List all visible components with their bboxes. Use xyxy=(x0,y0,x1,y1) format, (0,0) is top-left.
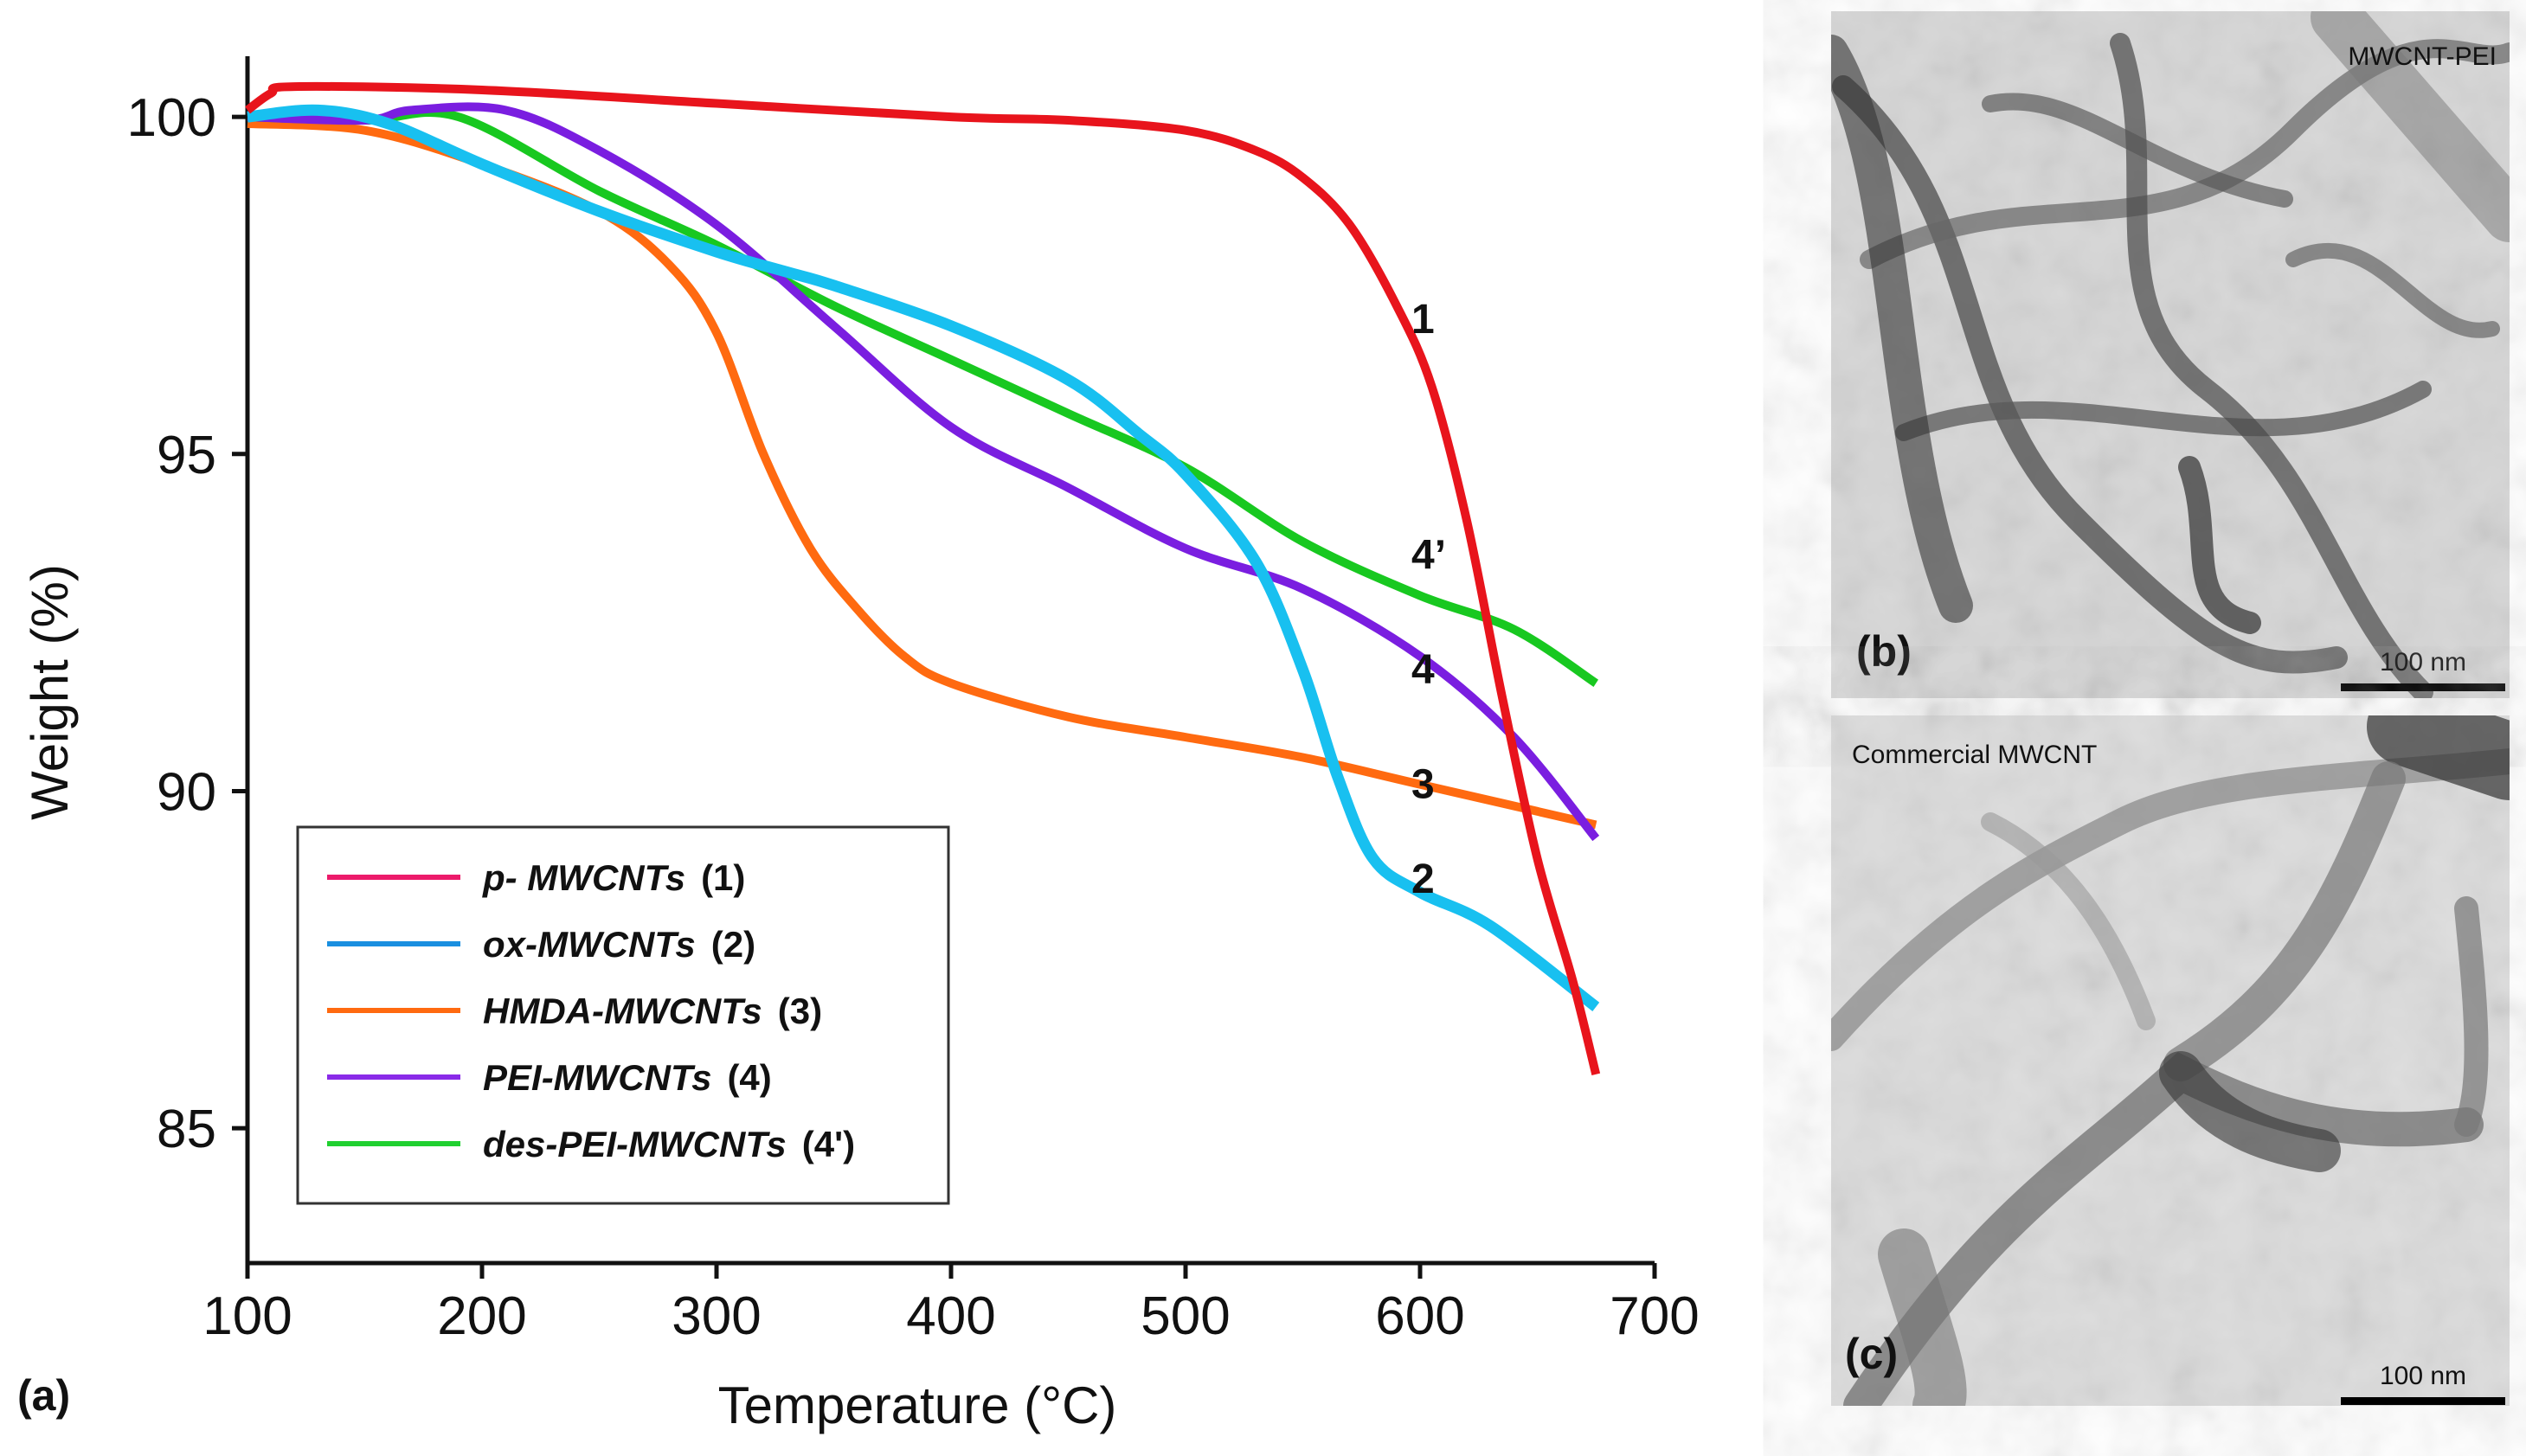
panel-label-b: (b) xyxy=(1856,627,1912,676)
curve-label-4: 4 xyxy=(1411,647,1435,693)
x-tick-label: 700 xyxy=(1610,1286,1699,1346)
x-axis-label: Temperature (°C) xyxy=(718,1376,1117,1434)
legend-entry-2: ox-MWCNTs xyxy=(483,924,696,965)
legend-entry-3: HMDA-MWCNTs xyxy=(483,991,762,1031)
scale-bar-b xyxy=(2341,683,2505,691)
x-tick-label: 500 xyxy=(1141,1286,1230,1346)
legend-entry-5: des-PEI-MWCNTs xyxy=(483,1124,787,1164)
curve-label-5: 4’ xyxy=(1411,533,1446,579)
tem-caption-c: Commercial MWCNT xyxy=(1852,741,2097,769)
legend-tag-1: (1) xyxy=(701,857,745,898)
legend-box xyxy=(296,825,950,1205)
x-tick-label: 200 xyxy=(437,1286,526,1346)
y-tick-label: 95 xyxy=(157,426,216,485)
x-tick-label: 300 xyxy=(672,1286,761,1346)
series-line-1 xyxy=(244,81,1601,1075)
legend-entry-4: PEI-MWCNTs xyxy=(483,1057,711,1098)
curve-label-2: 2 xyxy=(1411,856,1435,902)
panel-label-a: (a) xyxy=(17,1371,70,1420)
curve-labels: 1 2 3 4 4’ xyxy=(1411,297,1446,902)
scale-bar-c xyxy=(2341,1397,2505,1405)
y-axis-label: Weight (%) xyxy=(21,564,79,820)
legend-tag-5: (4') xyxy=(802,1124,855,1164)
series-line-4 xyxy=(247,102,1600,842)
tem-caption-b: MWCNT-PEI xyxy=(2348,42,2497,71)
x-tick-label: 100 xyxy=(202,1286,292,1346)
legend-tag-2: (2) xyxy=(711,924,755,965)
y-tick-label: 90 xyxy=(157,762,216,822)
axes: 100 200 300 400 500 600 700 85 90 95 100 xyxy=(127,56,1700,1346)
y-tick-label: 100 xyxy=(127,88,216,148)
x-tick-label: 400 xyxy=(906,1286,995,1346)
scale-bar-label-c: 100 nm xyxy=(2380,1362,2466,1390)
x-tick-label: 600 xyxy=(1375,1286,1464,1346)
curve-label-1: 1 xyxy=(1411,297,1435,343)
tem-image-b: MWCNT-PEI (b) 100 nm xyxy=(1831,11,2510,698)
y-tick-label: 85 xyxy=(157,1100,216,1159)
curve-label-3: 3 xyxy=(1411,762,1435,808)
legend: p- MWCNTs (1)ox-MWCNTs (2) HMDA-MWCNTs (3) PE… xyxy=(296,825,950,1205)
legend-entry-1: p- MWCNTs xyxy=(482,857,685,898)
tga-chart: 100 200 300 400 500 600 700 85 90 95 100 1 2 3 4 4’ p-… xyxy=(17,56,1700,1434)
series-line-2 xyxy=(247,104,1600,1012)
legend-tag-3: (3) xyxy=(778,991,822,1031)
legend-tag-4: (4) xyxy=(727,1057,771,1098)
panel-label-c: (c) xyxy=(1845,1330,1898,1378)
series-line-5 xyxy=(247,107,1599,687)
series-line-3 xyxy=(247,119,1597,830)
scale-bar-label-b: 100 nm xyxy=(2380,648,2466,677)
curves xyxy=(244,81,1601,1075)
tem-image-c: Commercial MWCNT (c) 100 nm xyxy=(1831,715,2510,1406)
